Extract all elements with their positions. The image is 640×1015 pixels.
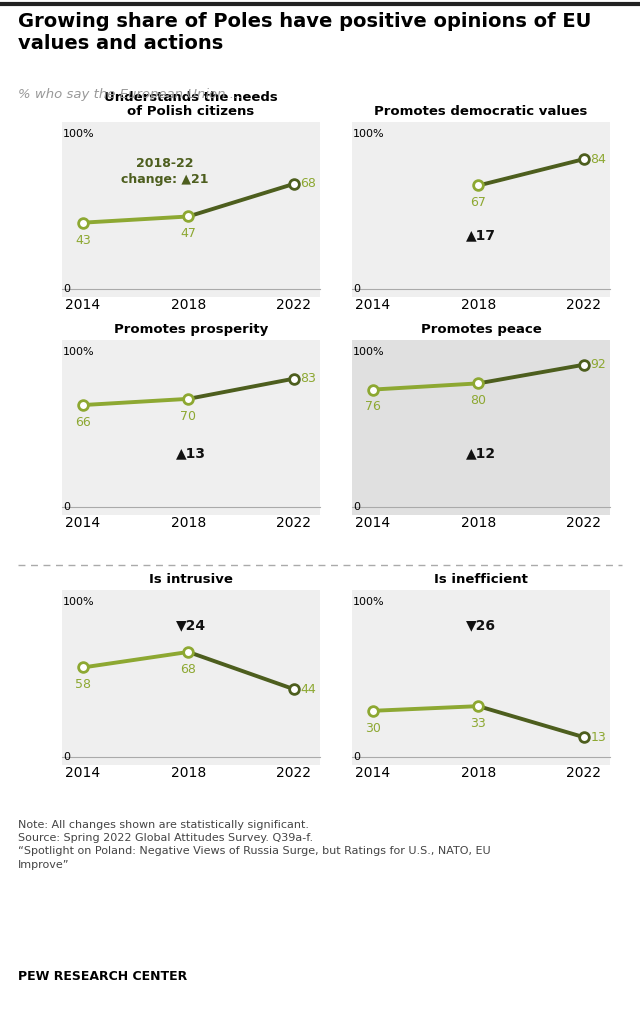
Text: 67: 67: [470, 196, 486, 209]
Title: Promotes prosperity: Promotes prosperity: [114, 323, 268, 336]
Text: 0: 0: [353, 502, 360, 513]
Text: 0: 0: [63, 752, 70, 762]
Text: 47: 47: [180, 227, 196, 241]
Text: 100%: 100%: [353, 598, 385, 607]
Text: 76: 76: [365, 400, 381, 413]
Text: PEW RESEARCH CENTER: PEW RESEARCH CENTER: [18, 970, 188, 983]
Text: 0: 0: [63, 284, 70, 294]
Text: 68: 68: [300, 178, 316, 191]
Text: Growing share of Poles have positive opinions of EU
values and actions: Growing share of Poles have positive opi…: [18, 12, 591, 53]
Title: Promotes democratic values: Promotes democratic values: [374, 106, 588, 118]
Title: Promotes peace: Promotes peace: [420, 323, 541, 336]
Text: ▲17: ▲17: [466, 228, 496, 243]
Text: 92: 92: [590, 358, 606, 371]
Text: 0: 0: [63, 502, 70, 513]
Text: 100%: 100%: [353, 129, 385, 139]
Text: ▲12: ▲12: [466, 447, 496, 461]
Text: 100%: 100%: [353, 347, 385, 357]
Text: ▼26: ▼26: [466, 618, 496, 632]
Text: 100%: 100%: [63, 598, 95, 607]
Title: Understands the needs
of Polish citizens: Understands the needs of Polish citizens: [104, 90, 278, 118]
Text: 68: 68: [180, 663, 196, 676]
Text: 58: 58: [75, 678, 91, 691]
Text: 100%: 100%: [63, 129, 95, 139]
Text: 84: 84: [590, 152, 606, 165]
Text: 83: 83: [300, 373, 316, 386]
Text: 44: 44: [300, 683, 316, 695]
Text: 0: 0: [353, 284, 360, 294]
Text: ▼24: ▼24: [176, 618, 206, 632]
Text: 0: 0: [353, 752, 360, 762]
Text: 2018-22
change: ▲21: 2018-22 change: ▲21: [122, 157, 209, 186]
Text: 70: 70: [180, 410, 196, 422]
Text: % who say the European Union ...: % who say the European Union ...: [18, 88, 243, 102]
Text: 33: 33: [470, 717, 486, 730]
Text: 66: 66: [75, 416, 91, 429]
Text: Note: All changes shown are statistically significant.
Source: Spring 2022 Globa: Note: All changes shown are statisticall…: [18, 820, 491, 870]
Text: 100%: 100%: [63, 347, 95, 357]
Title: Is inefficient: Is inefficient: [434, 573, 528, 586]
Text: 80: 80: [470, 394, 486, 407]
Text: ▲13: ▲13: [176, 447, 206, 461]
Text: 13: 13: [590, 731, 606, 744]
Text: 30: 30: [365, 722, 381, 735]
Title: Is intrusive: Is intrusive: [149, 573, 233, 586]
Text: 43: 43: [75, 233, 91, 247]
